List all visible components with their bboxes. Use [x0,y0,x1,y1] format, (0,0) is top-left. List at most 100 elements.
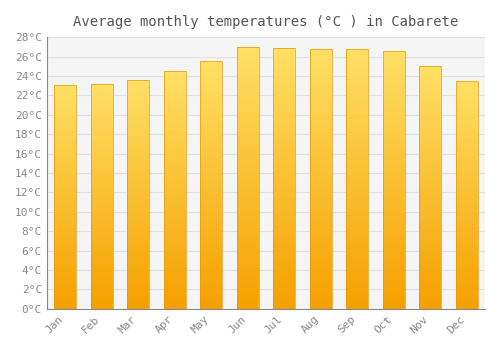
Bar [273,134,295,136]
Bar [236,238,258,241]
Bar [346,98,368,101]
Bar [90,108,112,111]
Bar [456,131,477,133]
Bar [236,110,258,112]
Bar [273,228,295,230]
Bar [164,157,186,159]
Bar [273,225,295,228]
Bar [90,111,112,113]
Bar [200,262,222,264]
Bar [164,92,186,95]
Bar [346,184,368,187]
Bar [346,265,368,267]
Bar [236,73,258,76]
Bar [310,108,332,111]
Bar [164,266,186,268]
Bar [127,151,149,153]
Bar [54,228,76,230]
Bar [420,282,441,285]
Bar [420,190,441,192]
Bar [456,222,477,224]
Bar [54,170,76,172]
Bar [310,278,332,280]
Bar [90,282,112,284]
Bar [236,86,258,89]
Bar [310,244,332,246]
Bar [164,278,186,280]
Bar [90,201,112,203]
Bar [164,225,186,228]
Bar [164,221,186,223]
Bar [346,197,368,199]
Bar [90,135,112,138]
Bar [54,150,76,152]
Bar [90,295,112,298]
Bar [164,287,186,290]
Bar [383,84,404,87]
Bar [346,51,368,54]
Bar [383,167,404,169]
Bar [420,222,441,224]
Bar [273,116,295,118]
Bar [420,76,441,78]
Bar [200,195,222,197]
Bar [200,146,222,148]
Bar [456,110,477,113]
Bar [310,225,332,228]
Bar [456,101,477,104]
Bar [164,290,186,292]
Bar [200,170,222,173]
Bar [420,124,441,127]
Bar [127,121,149,123]
Bar [310,194,332,197]
Bar [200,79,222,81]
Bar [200,242,222,244]
Bar [273,144,295,147]
Bar [310,155,332,158]
Bar [236,131,258,133]
Bar [164,107,186,109]
Bar [383,190,404,192]
Bar [54,147,76,150]
Bar [346,298,368,301]
Bar [456,281,477,284]
Bar [236,136,258,139]
Bar [456,277,477,279]
Bar [164,209,186,211]
Bar [127,279,149,281]
Bar [310,210,332,212]
Bar [420,277,441,280]
Bar [346,163,368,166]
Bar [456,99,477,101]
Bar [236,112,258,115]
Bar [164,116,186,119]
Bar [54,123,76,125]
Bar [346,246,368,249]
Bar [164,197,186,199]
Bar [310,259,332,262]
Bar [236,194,258,196]
Bar [200,259,222,262]
Bar [273,131,295,134]
Bar [273,194,295,197]
Bar [420,258,441,260]
Bar [456,138,477,140]
Bar [273,95,295,97]
Bar [90,268,112,271]
Bar [164,142,186,145]
Bar [346,181,368,184]
Bar [54,105,76,107]
Bar [127,293,149,295]
Bar [383,89,404,92]
Bar [346,83,368,85]
Bar [383,159,404,162]
Bar [200,299,222,301]
Bar [383,247,404,250]
Bar [236,152,258,154]
Bar [127,194,149,197]
Bar [456,154,477,156]
Bar [273,129,295,131]
Bar [456,145,477,147]
Bar [346,114,368,116]
Bar [54,165,76,168]
